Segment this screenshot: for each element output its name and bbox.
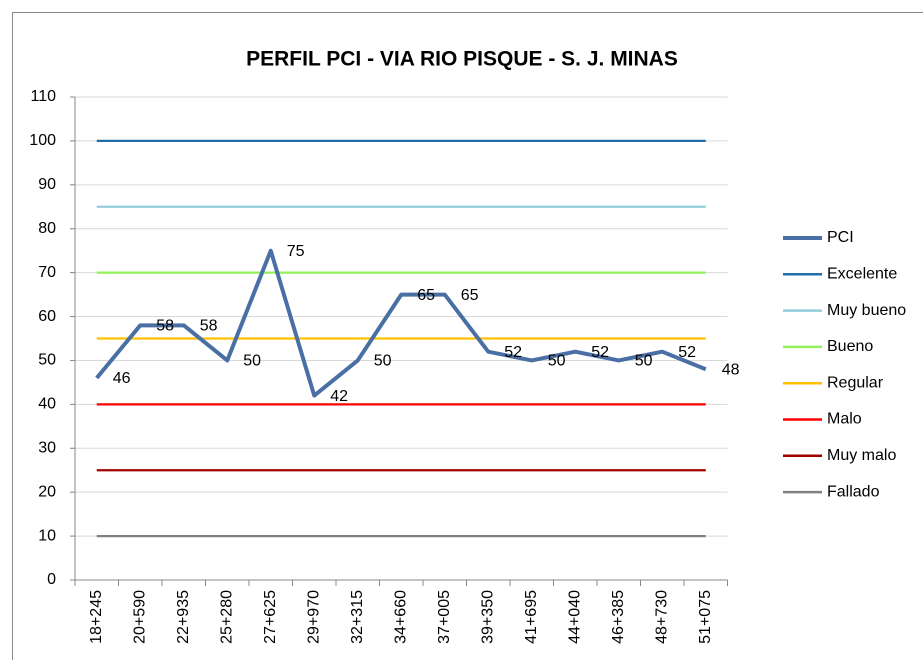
x-tick-label: 34+660: [392, 590, 409, 644]
data-label: 50: [635, 353, 653, 370]
legend-label: Muy malo: [827, 447, 896, 464]
y-tick-label: 100: [29, 132, 56, 149]
data-label: 65: [461, 287, 479, 304]
y-tick-label: 60: [38, 308, 56, 325]
legend-label: Muy bueno: [827, 302, 906, 319]
legend-label: Bueno: [827, 338, 873, 355]
data-label: 50: [243, 353, 261, 370]
data-label: 50: [374, 353, 392, 370]
legend-label: Excelente: [827, 266, 897, 283]
legend-label: Regular: [827, 374, 884, 391]
x-tick-label: 37+005: [436, 590, 453, 644]
y-tick-label: 90: [38, 176, 56, 193]
legend-label: Fallado: [827, 483, 880, 500]
data-label: 65: [417, 287, 435, 304]
data-label: 50: [548, 353, 566, 370]
y-tick-label: 0: [47, 571, 56, 588]
data-label: 42: [330, 388, 348, 405]
x-tick-label: 18+245: [88, 590, 105, 644]
data-label: 52: [678, 344, 696, 361]
series-line: [95, 248, 707, 398]
legend-label: PCI: [827, 229, 854, 246]
x-tick-label: 44+040: [566, 590, 583, 644]
chart-title: PERFIL PCI - VIA RIO PISQUE - S. J. MINA…: [246, 48, 678, 71]
x-tick-label: 32+315: [349, 590, 366, 644]
x-tick-label: 29+970: [305, 590, 322, 644]
x-tick-label: 20+590: [131, 590, 148, 644]
legend-label: Malo: [827, 411, 862, 428]
data-label: 52: [504, 344, 522, 361]
x-tick-label: 46+385: [610, 590, 627, 644]
x-tick-label: 25+280: [218, 590, 235, 644]
data-label: 75: [287, 243, 305, 260]
data-label: 46: [113, 370, 131, 387]
data-label: 48: [722, 361, 740, 378]
x-tick-label: 48+730: [653, 590, 670, 644]
x-tick-label: 22+935: [175, 590, 192, 644]
y-tick-label: 10: [38, 527, 56, 544]
data-label: 58: [200, 318, 218, 335]
y-tick-label: 80: [38, 220, 56, 237]
x-tick-label: 41+695: [523, 590, 540, 644]
data-label: 58: [156, 318, 174, 335]
y-tick-label: 70: [38, 264, 56, 281]
x-tick-label: 51+075: [697, 590, 714, 644]
x-tick-label: 27+625: [262, 590, 279, 644]
y-tick-label: 20: [38, 483, 56, 500]
y-tick-label: 50: [38, 352, 56, 369]
y-tick-label: 110: [30, 88, 56, 105]
y-tick-label: 40: [38, 396, 56, 413]
chart-frame: [12, 12, 923, 660]
y-tick-label: 30: [38, 439, 56, 456]
data-label: 52: [591, 344, 609, 361]
x-tick-label: 39+350: [479, 590, 496, 644]
